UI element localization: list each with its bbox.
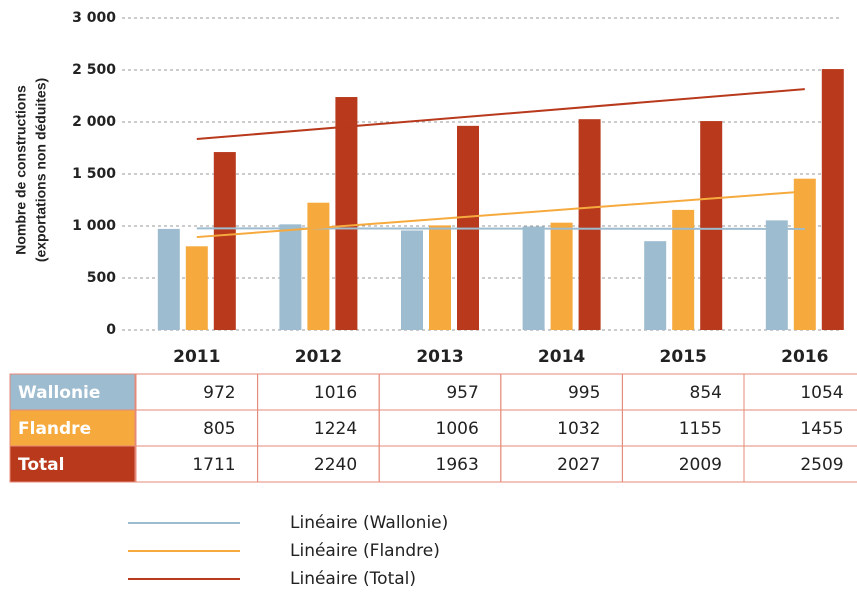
table-cell	[621, 373, 745, 411]
x-tick-label: 2012	[295, 347, 342, 367]
table-value: 972	[203, 383, 235, 403]
y-tick-label: 0	[106, 322, 116, 338]
bar	[821, 69, 844, 331]
x-tick-label: 2014	[538, 347, 585, 367]
table-value: 1016	[314, 383, 357, 403]
bar	[522, 226, 545, 330]
y-tick-label: 500	[87, 270, 116, 286]
trend-line	[196, 190, 805, 239]
table-cell	[378, 373, 502, 411]
table-value: 1224	[314, 419, 357, 439]
bar	[793, 178, 816, 330]
table-value: 1963	[436, 455, 479, 475]
y-axis-title: (exportations non déduites)	[33, 78, 49, 262]
y-tick-label: 3 000	[72, 10, 116, 26]
y-tick-label: 1 000	[72, 218, 116, 234]
legend-label: Linéaire (Total)	[290, 569, 416, 589]
row-header-cell	[9, 445, 136, 483]
bar	[307, 202, 330, 330]
table-cell	[135, 373, 259, 411]
x-tick-label: 2015	[660, 347, 707, 367]
row-header: Total	[18, 455, 64, 475]
bar	[185, 246, 208, 330]
table-value: 805	[203, 419, 235, 439]
y-tick-label: 2 500	[72, 62, 116, 78]
bar	[765, 220, 788, 330]
x-tick-label: 2016	[781, 347, 828, 367]
bar	[157, 228, 180, 330]
table-value: 2009	[679, 455, 722, 475]
table-value: 995	[568, 383, 600, 403]
row-header: Wallonie	[18, 383, 100, 403]
bar	[672, 209, 695, 330]
bar	[335, 97, 358, 330]
bar	[550, 222, 573, 330]
bar	[401, 230, 423, 330]
table-value: 854	[690, 383, 722, 403]
bar	[578, 119, 601, 330]
table-value: 1032	[557, 419, 600, 439]
bar	[213, 152, 236, 330]
table-cell	[500, 373, 623, 411]
table-value: 957	[446, 383, 478, 403]
bar	[279, 224, 302, 330]
x-tick-label: 2013	[416, 347, 463, 367]
table-value: 1155	[679, 419, 722, 439]
table-value: 1455	[800, 419, 843, 439]
trend-line	[196, 88, 805, 141]
table-value: 2240	[314, 455, 357, 475]
table-value: 1054	[800, 383, 843, 403]
trend-line	[196, 227, 805, 230]
table-cell	[135, 409, 259, 447]
bar	[700, 121, 723, 331]
table-value: 2027	[557, 455, 600, 475]
bar	[429, 225, 451, 330]
table-value: 1711	[192, 455, 235, 475]
y-tick-label: 2 000	[72, 114, 116, 130]
legend-label: Linéaire (Wallonie)	[290, 513, 448, 533]
table-cell	[743, 445, 857, 483]
y-axis-title: Nombre de constructions	[13, 85, 29, 255]
row-header: Flandre	[18, 419, 91, 439]
table-value: 2509	[800, 455, 843, 475]
row-header-cell	[9, 409, 136, 447]
legend-label: Linéaire (Flandre)	[290, 541, 440, 561]
bar	[644, 241, 667, 330]
row-header-cell	[9, 373, 136, 411]
y-tick-label: 1 500	[72, 166, 116, 182]
table-value: 1006	[436, 419, 479, 439]
x-tick-label: 2011	[173, 347, 220, 367]
